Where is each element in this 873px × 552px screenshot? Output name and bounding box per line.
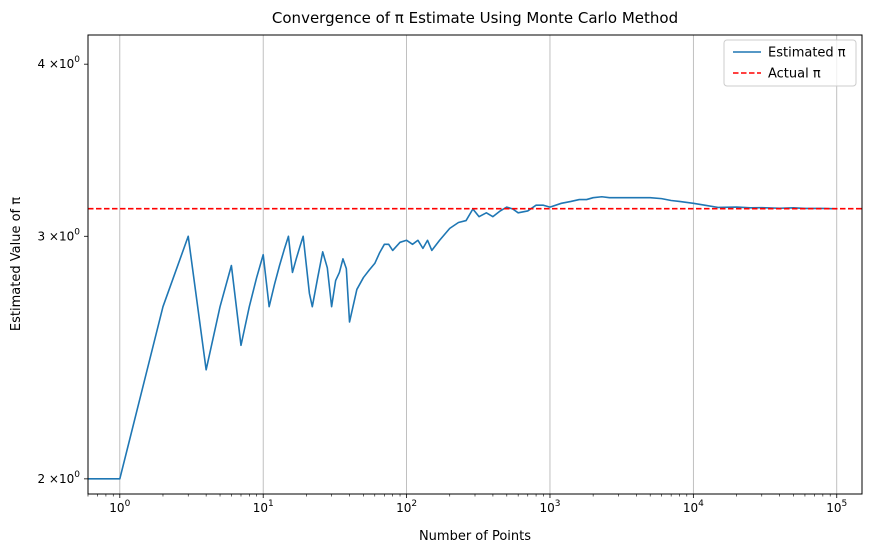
x-tick-label-base: 10	[396, 501, 411, 515]
x-tick-label-exponent: 0	[125, 499, 131, 509]
y-tick-label: 2 ×100	[37, 470, 80, 486]
x-tick-label: 102	[396, 499, 417, 515]
legend: Estimated π Actual π	[723, 39, 857, 87]
x-tick-label-exponent: 2	[411, 499, 417, 509]
x-tick-label: 103	[539, 499, 560, 515]
x-tick-label-exponent: 4	[698, 499, 704, 509]
x-tick-label-exponent: 5	[842, 499, 848, 509]
x-tick-label-base: 10	[683, 501, 698, 515]
legend-label-actual: Actual π	[768, 67, 821, 82]
series-line-estimated-pi	[88, 195, 837, 480]
y-tick-label-mantissa: 2 ×10	[37, 472, 74, 486]
y-tick-label-mantissa: 4 ×10	[37, 57, 74, 71]
x-tick-label-exponent: 3	[555, 499, 561, 509]
x-axis-label: Number of Points	[419, 529, 531, 544]
grid-layer	[119, 35, 838, 494]
x-tick-label: 101	[253, 499, 274, 515]
x-axis: 100 101 102 103 104 105	[87, 494, 847, 515]
x-tick-label: 104	[683, 499, 704, 515]
plot-frame	[87, 34, 863, 495]
x-tick-label-exponent: 1	[268, 499, 274, 509]
y-tick-label-exponent: 0	[74, 227, 80, 237]
y-tick-label: 4 ×100	[37, 55, 80, 71]
x-tick-label: 100	[109, 499, 130, 515]
y-tick-label-exponent: 0	[74, 55, 80, 65]
x-tick-label-base: 10	[826, 501, 841, 515]
x-tick-label-base: 10	[109, 501, 124, 515]
y-axis-label: Estimated Value of π	[9, 197, 24, 331]
chart-title: Convergence of π Estimate Using Monte Ca…	[272, 9, 678, 27]
y-tick-label-exponent: 0	[74, 470, 80, 480]
legend-label-estimated: Estimated π	[768, 46, 846, 61]
y-tick-label: 3 ×100	[37, 227, 80, 243]
series-layer	[88, 195, 862, 480]
y-tick-label-mantissa: 3 ×10	[37, 229, 74, 243]
x-tick-label-base: 10	[539, 501, 554, 515]
x-tick-label: 105	[826, 499, 847, 515]
x-tick-label-base: 10	[253, 501, 268, 515]
